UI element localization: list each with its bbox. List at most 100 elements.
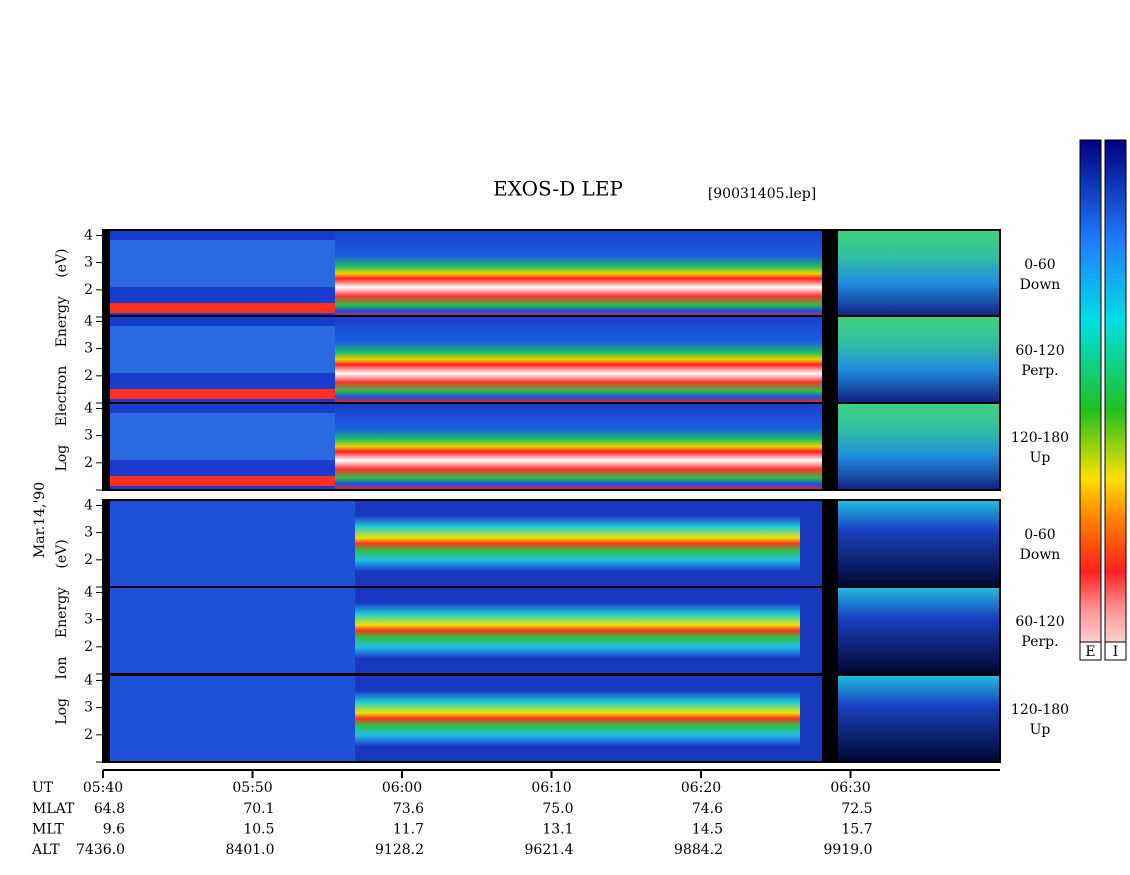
y-tick-label: 3 xyxy=(84,428,93,444)
axis-label: Log Electron Energy (eV) xyxy=(54,248,70,471)
row-label: ALT xyxy=(31,842,60,858)
row-label: MLAT xyxy=(32,801,75,817)
panel-angle: 0-60 xyxy=(1024,257,1055,273)
spectrogram-region xyxy=(838,403,1000,490)
spectrogram-region xyxy=(355,603,800,658)
spectrogram-region xyxy=(110,587,355,674)
spectrogram-region xyxy=(110,500,355,587)
panel-direction: Down xyxy=(1020,547,1061,563)
ephemeris-value: 64.8 xyxy=(94,801,125,817)
y-tick-label: 4 xyxy=(84,313,93,329)
y-tick-label: 2 xyxy=(84,282,93,298)
spectrogram-region xyxy=(103,500,110,587)
y-tick-label: 4 xyxy=(84,584,93,600)
spectrogram-region xyxy=(822,316,838,403)
spectrogram xyxy=(103,500,1000,587)
y-tick-label: 3 xyxy=(84,341,93,357)
spectrogram-region xyxy=(335,403,822,490)
file-name: [90031405.lep] xyxy=(708,186,816,202)
spectrogram-region xyxy=(103,230,110,317)
panel-direction: Perp. xyxy=(1021,634,1058,650)
ephemeris-value: 72.5 xyxy=(841,801,872,817)
y-tick-label: 3 xyxy=(84,255,93,271)
spectrogram-region xyxy=(103,403,110,490)
panel-angle: 60-120 xyxy=(1015,343,1064,359)
spectrogram xyxy=(103,403,1000,490)
panel-angle: 60-120 xyxy=(1015,614,1064,630)
spectrogram-region xyxy=(110,389,335,399)
panel-direction: Up xyxy=(1030,450,1051,466)
panel-frame xyxy=(102,674,1001,763)
spectrogram-region xyxy=(110,476,335,486)
colorbar-box xyxy=(1104,641,1127,661)
spectrogram-region xyxy=(103,675,110,762)
y-tick-label: 4 xyxy=(84,672,93,688)
spectrogram-region xyxy=(822,403,838,490)
y-tick-label: 4 xyxy=(84,227,93,243)
spectrogram-region xyxy=(110,303,335,313)
ephemeris-value: 70.1 xyxy=(243,801,274,817)
row-label: UT xyxy=(32,780,54,796)
spectrogram-region xyxy=(838,500,1000,587)
spectrogram-region xyxy=(110,240,335,287)
colorbar xyxy=(1104,139,1127,661)
spectrogram-region xyxy=(822,587,838,674)
spectrogram xyxy=(103,316,1000,403)
y-tick-label: 2 xyxy=(84,727,93,743)
panel-direction: Down xyxy=(1020,277,1061,293)
colorbar-box xyxy=(1079,641,1102,661)
colorbar-label: I xyxy=(1113,644,1119,660)
y-tick-label: 3 xyxy=(84,612,93,628)
ephemeris-value: 9884.2 xyxy=(674,842,723,858)
date-label: Mar.14,'90 xyxy=(32,482,48,558)
panel-direction: Perp. xyxy=(1021,363,1058,379)
spectrogram-region xyxy=(838,316,1000,403)
ephemeris-value: 7436.0 xyxy=(76,842,125,858)
x-tick-label: 05:50 xyxy=(232,780,272,796)
y-tick-label: 2 xyxy=(84,368,93,384)
ephemeris-value: 9.6 xyxy=(103,822,125,838)
ephemeris-value: 75.0 xyxy=(542,801,573,817)
spectrogram-region xyxy=(110,675,355,762)
row-label: MLT xyxy=(32,822,64,838)
panel-frame xyxy=(102,402,1001,491)
y-tick-label: 3 xyxy=(84,525,93,541)
panel-direction: Up xyxy=(1030,722,1051,738)
spectrogram-region xyxy=(822,230,838,317)
spectrogram-region xyxy=(822,500,838,587)
spectrogram-region xyxy=(838,675,1000,762)
spectrogram-region xyxy=(103,316,110,403)
ephemeris-value: 14.5 xyxy=(692,822,723,838)
x-tick-label: 06:20 xyxy=(681,780,721,796)
ephemeris-value: 15.7 xyxy=(841,822,872,838)
ephemeris-value: 74.6 xyxy=(692,801,723,817)
ephemeris-value: 73.6 xyxy=(393,801,424,817)
ephemeris-value: 9621.4 xyxy=(525,842,574,858)
spectrogram xyxy=(103,230,1000,317)
spectrogram-region xyxy=(335,230,822,317)
ephemeris-value: 8401.0 xyxy=(226,842,275,858)
ephemeris-value: 10.5 xyxy=(243,822,274,838)
spectrogram-region xyxy=(838,230,1000,317)
colorbar-label: E xyxy=(1085,644,1095,660)
spectrogram-region xyxy=(355,691,800,746)
title: EXOS-D LEP xyxy=(493,177,623,201)
spectrogram xyxy=(103,587,1000,674)
spectrogram-region xyxy=(822,675,838,762)
y-tick-label: 3 xyxy=(84,700,93,716)
spectrogram-region xyxy=(103,587,110,674)
x-tick-label: 06:30 xyxy=(830,780,870,796)
x-tick-label: 06:10 xyxy=(531,780,571,796)
y-tick-label: 2 xyxy=(84,455,93,471)
y-tick-label: 4 xyxy=(84,497,93,513)
y-tick-label: 2 xyxy=(84,552,93,568)
spectrogram-region xyxy=(838,587,1000,674)
colorbar xyxy=(1079,139,1102,661)
panel-angle: 120-180 xyxy=(1011,702,1069,718)
y-tick-label: 2 xyxy=(84,639,93,655)
spectrogram xyxy=(103,675,1000,762)
axis-label: Log Ion Energy (eV) xyxy=(54,539,70,724)
spectrogram-region xyxy=(335,316,822,403)
x-tick-label: 06:00 xyxy=(382,780,422,796)
